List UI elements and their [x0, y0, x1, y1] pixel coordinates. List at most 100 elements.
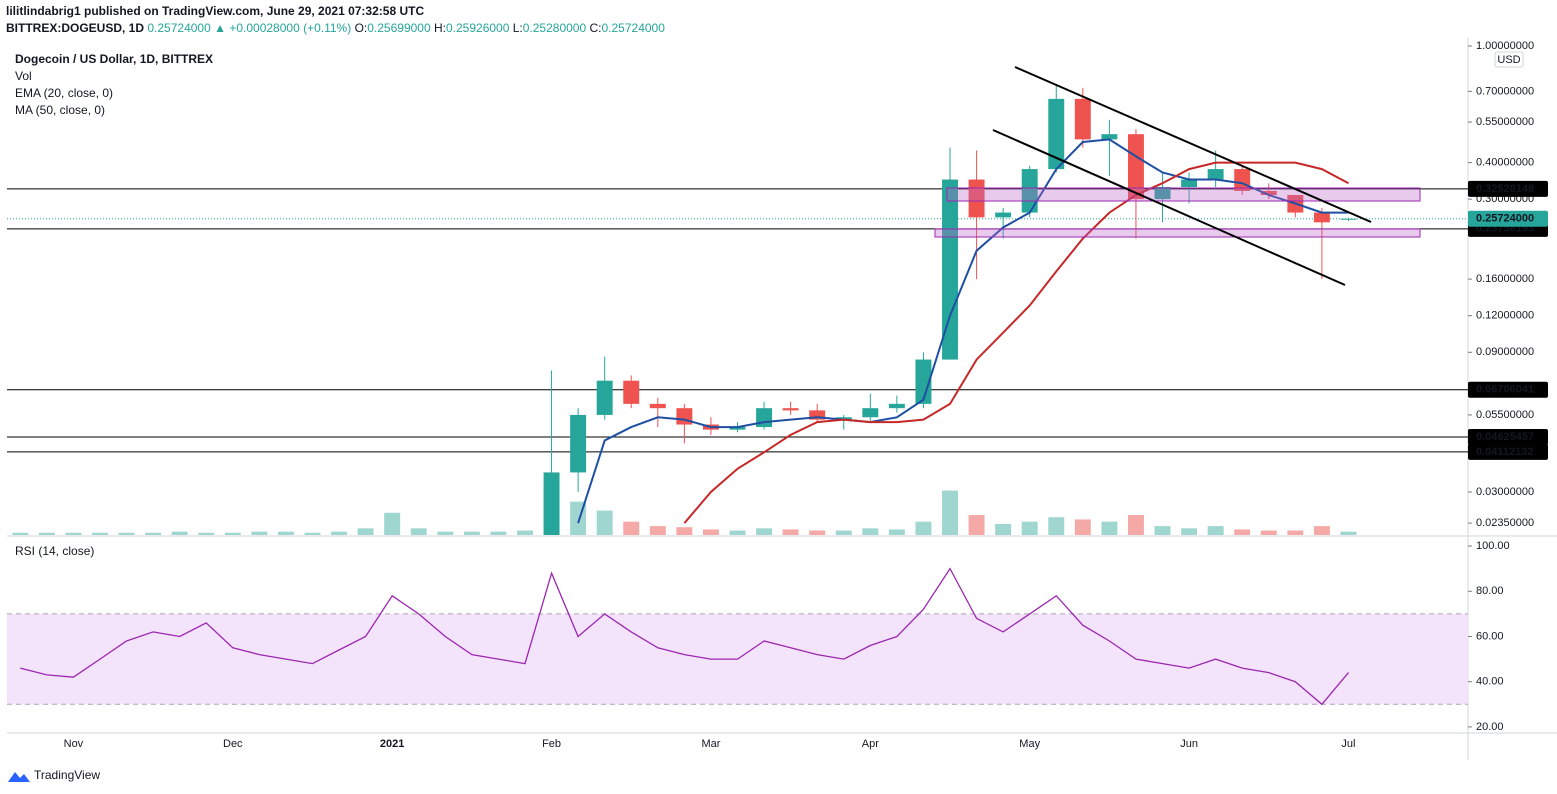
candle-body [1048, 98, 1065, 170]
candle-body [1127, 134, 1144, 200]
y-tick-label: 0.02350000 [1476, 517, 1534, 529]
volume-bar [1021, 521, 1038, 535]
candle-body [995, 212, 1012, 218]
legend-entry: MA (50, close, 0) [15, 103, 105, 117]
level-box [1468, 443, 1548, 460]
ohlc-value: 0.25699000 [367, 21, 431, 35]
ohlc-value: 0.25926000 [446, 21, 510, 35]
y-tick-label: 20.00 [1476, 721, 1504, 733]
candle-body [915, 359, 932, 404]
chart-title: Dogecoin / US Dollar, 1D, BITTREX [15, 52, 213, 66]
y-tick-label: 0.16000000 [1476, 273, 1534, 285]
candle-body [968, 179, 985, 218]
quote-line: BITTREX:DOGEUSD, 1D 0.25724000 ▲ +0.0002… [6, 21, 665, 35]
volume-bar [145, 532, 162, 535]
y-tick-label: 0.70000000 [1476, 85, 1534, 97]
volume-bar [463, 531, 480, 535]
overlays: 1.00000000 0.70000000 0.55000000 0.40000000… [7, 40, 1534, 750]
brand: TradingView [8, 768, 100, 782]
y-tick-label: 0.03000000 [1476, 486, 1534, 498]
volume-bar [1260, 530, 1277, 535]
brand-name: TradingView [34, 768, 100, 782]
volume-bar [65, 532, 82, 535]
level-label: 0.04625457 [1476, 431, 1534, 443]
candle-body [623, 380, 640, 404]
volume-bar [809, 530, 826, 535]
y-tick-label: 0.05500000 [1476, 409, 1534, 421]
change: +0.00028000 (+0.11%) [229, 21, 351, 35]
level-label: 0.32528148 [1476, 183, 1534, 195]
brand-logo [8, 772, 30, 782]
ohlc-label: O: [355, 21, 368, 35]
volume-bar [304, 532, 321, 535]
publisher: lilitlindabrig1 published on TradingView… [6, 4, 424, 18]
volume-bar [1313, 526, 1330, 535]
volume-bar [1101, 521, 1118, 535]
y-tick-label: 80.00 [1476, 585, 1504, 597]
last-price-label: 0.25724000 [1476, 213, 1534, 225]
trend-line [992, 129, 1346, 286]
x-tick-label: Apr [862, 738, 879, 750]
candle-body [649, 403, 666, 409]
candle-body [835, 417, 852, 420]
last-price-box [1468, 210, 1548, 227]
ohlc-value: 0.25724000 [602, 21, 666, 35]
support-zone [934, 228, 1421, 238]
candle-body [782, 408, 799, 411]
drawings [934, 66, 1421, 286]
y-tick-label: 1.00000000 [1476, 40, 1534, 52]
volume-bar [676, 527, 693, 535]
candle-body [1313, 212, 1330, 223]
volume-bar [596, 510, 613, 535]
volume-bar [410, 528, 427, 535]
volume-bar [649, 526, 666, 535]
level-box [1468, 428, 1548, 445]
volume-bar [1181, 528, 1198, 535]
x-tick-label: Dec [223, 738, 243, 750]
candle-body [596, 380, 613, 415]
candle-body [1074, 98, 1091, 140]
ohlc-label: L: [513, 21, 523, 35]
legend-entry: Vol [15, 69, 32, 83]
legend-entry: EMA (20, close, 0) [15, 86, 113, 100]
volume-bar [357, 528, 374, 535]
currency: USD [1497, 54, 1520, 66]
candle-body [1101, 134, 1118, 140]
volume-bar [942, 490, 958, 535]
ohlc-label: H: [434, 21, 446, 35]
volume-bar [1074, 519, 1091, 535]
volume-bar [384, 512, 401, 535]
volume-bar [835, 530, 852, 535]
volume-bar [118, 532, 135, 535]
price-pane [7, 84, 1468, 535]
volume-bar [623, 521, 640, 535]
ohlc-label: C: [590, 21, 602, 35]
volume-bar [1207, 526, 1224, 535]
currency-box [1494, 51, 1524, 68]
level-box [1468, 381, 1548, 398]
candle-body [756, 408, 773, 428]
candle-body [1340, 218, 1357, 220]
x-tick-label: Feb [542, 738, 561, 750]
level-label: 0.06706041 [1476, 384, 1534, 396]
volume-bar [198, 532, 215, 535]
y-tick-label: 0.55000000 [1476, 116, 1534, 128]
candle-body [729, 427, 746, 430]
rsi-line [20, 567, 1349, 706]
ma-line [683, 161, 1349, 524]
level-label: 0.04112132 [1476, 446, 1534, 458]
x-tick-label: Nov [64, 738, 84, 750]
volume-bar [968, 515, 985, 535]
volume-bar [1127, 515, 1144, 535]
x-tick-label: Jun [1180, 738, 1198, 750]
candle-body [1260, 190, 1277, 195]
volume-bar [1154, 526, 1171, 535]
x-tick-label: Jul [1341, 738, 1355, 750]
x-tick-label: Mar [701, 738, 720, 750]
x-tick-label: 2021 [380, 738, 404, 750]
candle-body [570, 414, 587, 473]
candle-body [888, 403, 905, 409]
volume-bar [277, 531, 294, 535]
volume-bar [756, 528, 773, 535]
